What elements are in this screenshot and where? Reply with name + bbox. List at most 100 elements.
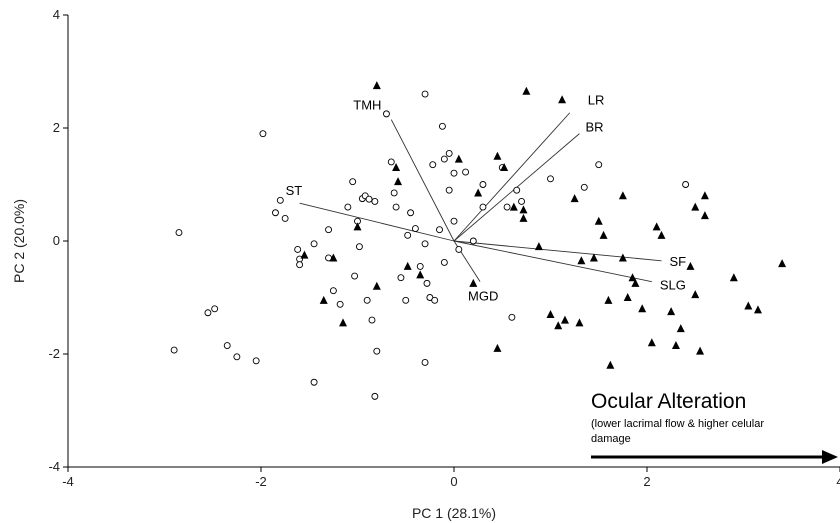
- data-point-triangle: [631, 278, 640, 287]
- data-point-triangle: [522, 86, 531, 95]
- data-point-circle: [351, 272, 359, 280]
- data-point-circle: [438, 122, 446, 130]
- data-point-circle: [547, 175, 554, 183]
- data-point-circle: [355, 243, 363, 251]
- data-point-circle: [211, 305, 219, 313]
- data-point-circle: [349, 178, 357, 186]
- data-point-circle: [404, 231, 412, 239]
- data-point-circle: [204, 309, 212, 317]
- data-point-triangle: [570, 194, 579, 203]
- data-point-triangle: [618, 253, 627, 262]
- data-point-circle: [170, 346, 178, 354]
- data-point-circle: [450, 217, 458, 225]
- vector-lr-label: LR: [588, 93, 605, 108]
- data-point-circle: [421, 359, 429, 366]
- data-point-triangle: [700, 191, 709, 200]
- data-point-triangle: [599, 230, 608, 239]
- data-point-circle: [440, 155, 448, 163]
- data-point-triangle: [623, 293, 632, 301]
- data-point-circle: [233, 353, 241, 361]
- data-point-circle: [175, 229, 183, 236]
- data-point-triangle: [560, 315, 569, 324]
- y-tick-label: -4: [48, 459, 60, 474]
- y-axis-title: PC 2 (20.0%): [11, 199, 27, 283]
- data-point-triangle: [300, 250, 309, 259]
- annotation-title: Ocular Alteration: [591, 390, 746, 413]
- data-point-triangle: [558, 95, 567, 104]
- vector-st-line: [299, 202, 455, 242]
- data-point-triangle: [652, 222, 661, 231]
- data-point-triangle: [500, 163, 509, 172]
- data-point-circle: [223, 342, 231, 349]
- data-point-circle: [450, 169, 458, 177]
- data-point-triangle: [546, 309, 555, 318]
- data-point-circle: [462, 168, 470, 176]
- data-point-triangle: [657, 230, 666, 239]
- data-point-circle: [281, 214, 289, 222]
- data-point-circle: [310, 378, 318, 386]
- data-points: [170, 81, 787, 400]
- data-point-circle: [429, 161, 437, 169]
- data-point-circle: [445, 186, 453, 194]
- data-point-circle: [513, 186, 521, 194]
- vector-lr-line: [453, 112, 571, 242]
- x-tick-label: -4: [62, 474, 74, 489]
- data-point-circle: [416, 262, 424, 270]
- data-point-circle: [421, 90, 429, 98]
- data-point-triangle: [577, 256, 586, 265]
- data-point-circle: [518, 197, 525, 205]
- y-tick-label: 4: [53, 7, 60, 22]
- data-point-circle: [368, 316, 376, 324]
- data-point-triangle: [667, 307, 676, 316]
- data-point-triangle: [604, 295, 613, 304]
- annotation-arrow-head: [822, 450, 838, 464]
- data-point-triangle: [454, 154, 463, 163]
- data-point-circle: [503, 203, 511, 211]
- data-point-triangle: [691, 290, 700, 299]
- data-point-triangle: [606, 360, 615, 369]
- data-point-circle: [508, 313, 516, 321]
- vector-tmh-label: TMH: [353, 98, 381, 113]
- data-point-circle: [296, 261, 304, 269]
- data-point-triangle: [647, 338, 656, 347]
- vector-mgd-label: MGD: [468, 289, 498, 304]
- data-point-circle: [390, 189, 398, 197]
- data-point-circle: [445, 149, 453, 157]
- data-point-circle: [387, 158, 395, 166]
- data-point-triangle: [638, 304, 647, 313]
- y-tick-label: 0: [53, 233, 60, 248]
- data-point-triangle: [416, 270, 425, 279]
- data-point-circle: [595, 161, 603, 169]
- data-point-circle: [325, 226, 332, 234]
- data-point-triangle: [700, 211, 709, 220]
- vector-slg-label: SLG: [660, 278, 686, 293]
- x-tick-label: -2: [255, 474, 267, 489]
- data-point-circle: [479, 181, 487, 188]
- annotation-subtitle-line2: damage: [591, 433, 631, 445]
- data-point-triangle: [372, 81, 381, 90]
- data-point-triangle: [676, 324, 685, 333]
- y-tick-label: -2: [48, 346, 60, 361]
- data-point-triangle: [778, 259, 787, 268]
- data-point-triangle: [329, 253, 338, 262]
- data-point-triangle: [671, 341, 680, 350]
- data-point-circle: [329, 287, 337, 295]
- data-point-circle: [363, 296, 371, 304]
- data-point-triangle: [519, 205, 528, 214]
- vector-sf-label: SF: [669, 254, 686, 269]
- x-tick-label: 0: [450, 474, 457, 489]
- data-point-triangle: [686, 261, 695, 270]
- data-point-circle: [259, 130, 267, 138]
- loading-vectors: LR BR TMH ST SF SLG MGD: [286, 93, 687, 304]
- data-point-triangle: [575, 318, 584, 327]
- data-point-triangle: [469, 278, 478, 287]
- data-point-triangle: [392, 163, 401, 172]
- data-point-triangle: [474, 188, 483, 197]
- data-point-circle: [580, 183, 588, 191]
- data-point-circle: [421, 240, 429, 248]
- ocular-alteration-annotation: Ocular Alteration (lower lacrimal flow &…: [591, 390, 838, 464]
- vector-br-label: BR: [585, 120, 603, 135]
- data-point-triangle: [372, 281, 381, 290]
- data-point-triangle: [403, 261, 412, 270]
